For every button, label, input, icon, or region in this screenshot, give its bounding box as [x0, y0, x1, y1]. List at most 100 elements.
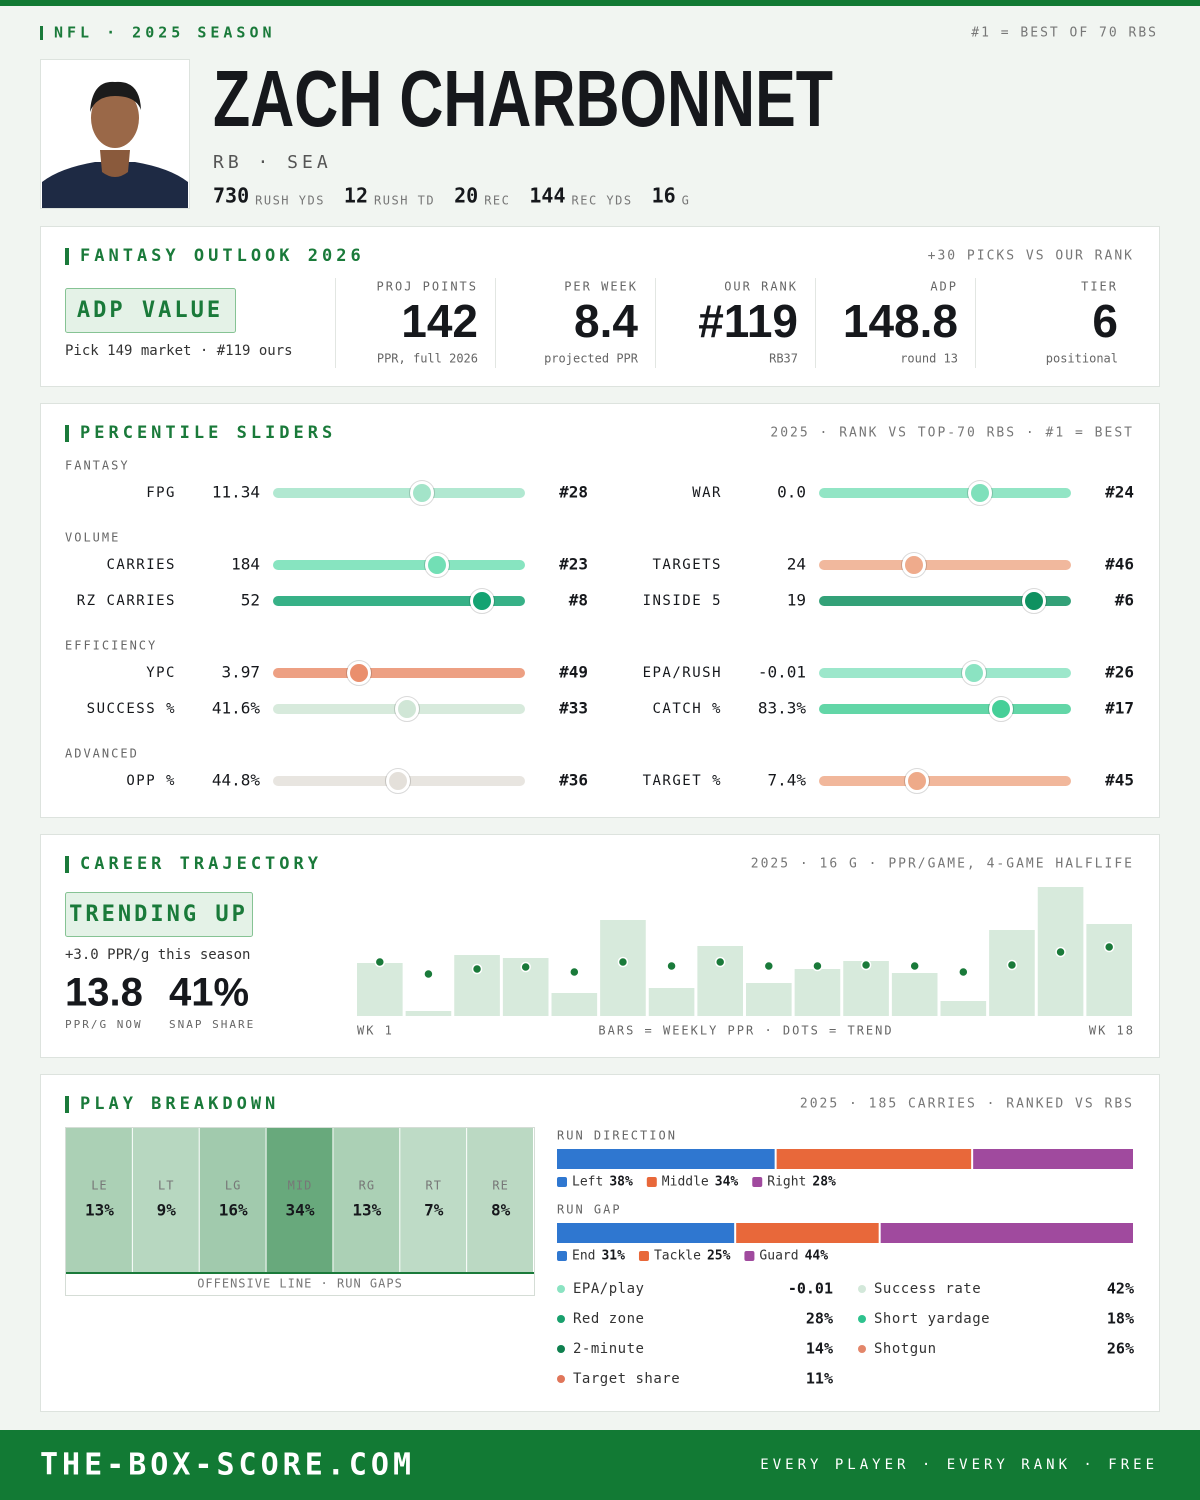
week-bar — [600, 920, 646, 1016]
metric-value: #119 — [698, 295, 798, 347]
card — [40, 403, 1160, 818]
section-title: CAREER TRAJECTORY — [80, 854, 322, 874]
player-position: RB · SEA — [213, 152, 332, 173]
title-accent — [65, 1096, 69, 1113]
slider-track — [819, 560, 1071, 570]
group-label: EFFICIENCY — [65, 639, 157, 653]
slider-knob — [347, 661, 371, 685]
slider-value: -0.01 — [758, 663, 806, 682]
player-name: ZACH CHARBONNET — [213, 54, 833, 143]
gap-cell — [400, 1128, 467, 1272]
slider-rank: #36 — [559, 771, 588, 790]
metric-sub: RB37 — [769, 352, 798, 366]
legend-value: 34% — [715, 1175, 739, 1190]
x-tick-label: WK 1 — [357, 1024, 394, 1038]
slider-label: TARGET % — [643, 773, 722, 789]
group-label: ADVANCED — [65, 747, 139, 761]
slider-label: FPG — [146, 485, 176, 501]
trend-dot — [471, 963, 483, 975]
trend-dot — [1006, 959, 1018, 971]
title-accent — [65, 425, 69, 442]
gap-value: 16% — [219, 1201, 248, 1220]
slider-label: OPP % — [126, 773, 176, 789]
legend-name: Right — [767, 1175, 806, 1190]
slider-value: 24 — [787, 555, 806, 574]
gap-cell — [333, 1128, 400, 1272]
slider-track — [273, 560, 525, 570]
gap-cell — [199, 1128, 266, 1272]
trend-dot — [423, 968, 434, 980]
week-bar — [746, 983, 792, 1016]
stat-value: 18% — [1107, 1310, 1134, 1328]
week-bar — [891, 973, 938, 1016]
week-bar — [648, 988, 695, 1016]
stat-value: 144 — [529, 184, 565, 208]
metric-sub: projected PPR — [544, 352, 639, 366]
stat-dot — [557, 1285, 565, 1293]
gap-name: MID — [288, 1179, 313, 1193]
week-bar — [551, 993, 598, 1016]
stat-label: Short yardage — [874, 1311, 990, 1327]
gap-name: RG — [359, 1179, 375, 1193]
legend-swatch — [557, 1251, 567, 1261]
kpi-value: 41% — [169, 971, 249, 1015]
slider-label: YPC — [146, 665, 176, 681]
badge-box — [65, 892, 253, 937]
slider-knob-ring — [961, 660, 987, 686]
gap-name: LG — [225, 1179, 241, 1193]
slider-knob — [902, 553, 926, 577]
week-bar — [794, 969, 841, 1016]
badge-box — [65, 288, 236, 333]
stack-segment — [557, 1149, 775, 1169]
x-tick-label: WK 18 — [1089, 1024, 1135, 1038]
stack-segment — [736, 1223, 879, 1243]
top-bar — [0, 0, 1200, 6]
trend-dot — [617, 956, 629, 968]
gap-name: LT — [158, 1179, 174, 1193]
gap-value: 13% — [85, 1201, 114, 1220]
footer-site: THE-BOX-SCORE.COM — [40, 1448, 415, 1483]
slider-track — [819, 776, 1071, 786]
stat-label: Success rate — [874, 1281, 981, 1297]
stat-value: 12 — [344, 184, 368, 208]
slider-value: 184 — [231, 555, 260, 574]
slider-knob-ring — [1021, 588, 1047, 614]
slider-label: EPA/RUSH — [643, 665, 722, 681]
photo-neck — [100, 150, 130, 177]
slider-label: SUCCESS % — [87, 701, 176, 717]
league: NFL · 2025 SEASON — [54, 24, 276, 42]
kpi-value: 13.8 — [65, 971, 143, 1015]
badge: TRENDING UP — [69, 902, 248, 927]
title-accent — [65, 856, 69, 873]
metric-value: 6 — [1092, 295, 1118, 347]
gap-name: LE — [91, 1179, 107, 1193]
league-accent — [40, 26, 43, 40]
card — [40, 834, 1160, 1058]
slider-value: 41.6% — [212, 699, 261, 718]
badge-note: Pick 149 market · #119 ours — [65, 343, 293, 359]
badge-note: +3.0 PPR/g this season — [65, 947, 250, 963]
slider-knob — [425, 553, 449, 577]
stat-value: 16 — [652, 184, 676, 208]
slider-track — [273, 596, 525, 606]
legend-name: Tackle — [654, 1249, 701, 1264]
slider-knob-ring — [394, 696, 420, 722]
trend-dot — [374, 956, 386, 968]
scale-note: #1 = BEST OF 70 RBS — [971, 26, 1158, 41]
week-bar — [405, 1011, 452, 1016]
gap-name: RE — [492, 1179, 508, 1193]
slider-track — [819, 668, 1071, 678]
stat-dot — [858, 1285, 866, 1293]
slider-knob — [989, 697, 1013, 721]
photo-hair — [90, 81, 141, 112]
slider-value: 52 — [241, 591, 260, 610]
gap-caption: OFFENSIVE LINE · RUN GAPS — [197, 1277, 403, 1291]
trend-dot — [714, 956, 726, 968]
trend-dot — [958, 966, 969, 978]
footer-tagline: EVERY PLAYER · EVERY RANK · FREE — [760, 1457, 1158, 1473]
stat-value: 730 — [213, 184, 249, 208]
slider-label: TARGETS — [652, 557, 722, 573]
stat-value: 26% — [1107, 1340, 1134, 1358]
section-title: FANTASY OUTLOOK 2026 — [80, 246, 365, 266]
slider-knob-ring — [469, 588, 495, 614]
